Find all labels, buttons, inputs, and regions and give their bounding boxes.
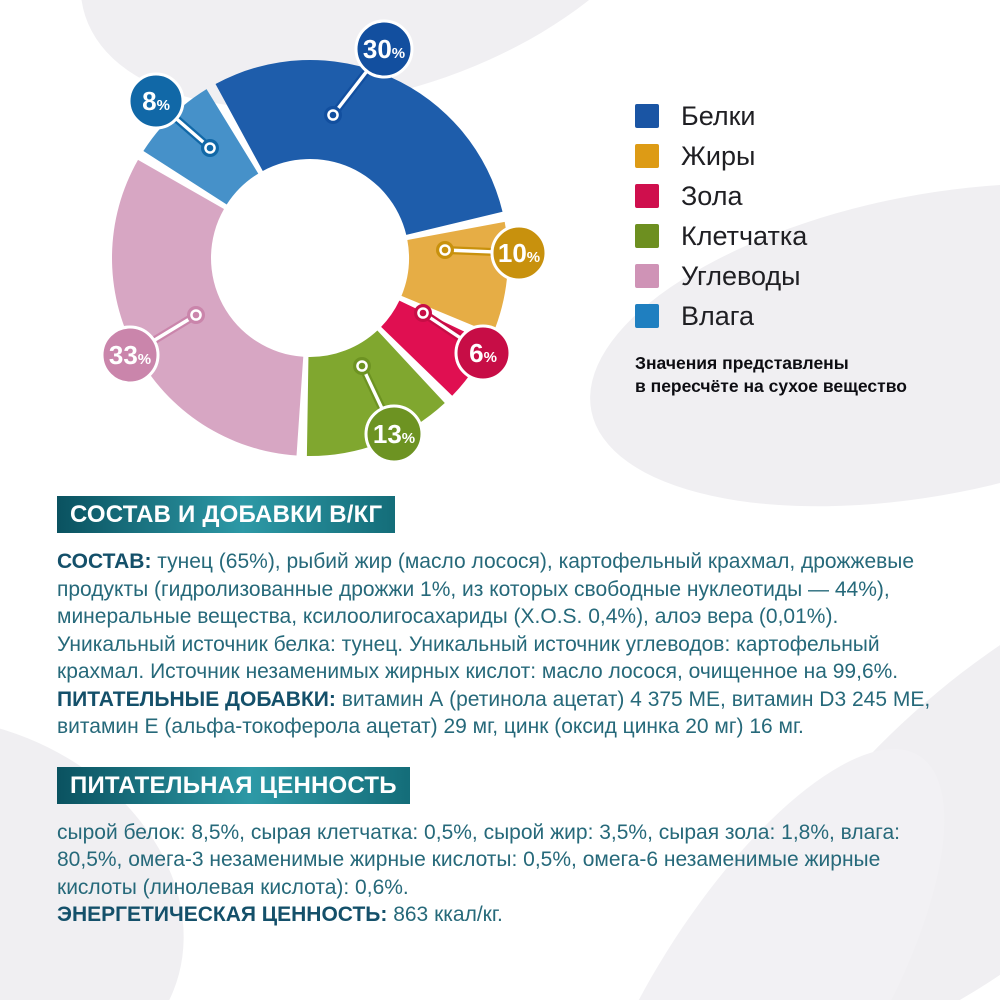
legend-swatch-proteins	[635, 104, 659, 128]
legend-swatch-ash	[635, 184, 659, 208]
section-2-paragraph-2: ЭНЕРГЕТИЧЕСКАЯ ЦЕННОСТЬ: 863 ккал/кг.	[57, 903, 503, 926]
legend-item-moisture: Влага	[635, 296, 907, 336]
note-line-2: в пересчёте на сухое вещество	[635, 376, 907, 396]
callout-ring-dot-moisture	[206, 144, 214, 152]
value-badge-label-carbohydrates: 33%	[109, 340, 151, 370]
chart-legend: Белки Жиры Зола Клетчатка Углеводы Влага Знач…	[635, 96, 907, 398]
donut-slice-proteins	[215, 60, 503, 235]
legend-item-carbohydrates: Углеводы	[635, 256, 907, 296]
legend-label-ash: Зола	[681, 180, 743, 211]
legend-label-fiber: Клетчатка	[681, 220, 808, 251]
dry-matter-note: Значения представлены в пересчёте на сух…	[635, 352, 907, 398]
callout-ring-dot-fats	[441, 246, 449, 254]
info-section-2: ПИТАТЕЛЬНАЯ ЦЕННОСТЬ сырой белок: 8,5%, с…	[57, 766, 950, 929]
legend-item-ash: Зола	[635, 176, 907, 216]
legend-label-fats: Жиры	[681, 140, 756, 171]
section-1-paragraph-2: ПИТАТЕЛЬНЫЕ ДОБАВКИ: витамин А (ретинола…	[57, 687, 931, 739]
note-line-1: Значения представлены	[635, 353, 849, 373]
legend-label-carbohydrates: Углеводы	[681, 260, 801, 291]
section-2-paragraph-1: сырой белок: 8,5%, сырая клетчатка: 0,5%…	[57, 820, 900, 899]
legend-swatch-fats	[635, 144, 659, 168]
legend-swatch-fiber	[635, 224, 659, 248]
callout-ring-dot-proteins	[329, 111, 337, 119]
donut-slice-carbohydrates	[111, 159, 304, 456]
section-header-2: ПИТАТЕЛЬНАЯ ЦЕННОСТЬ	[57, 766, 410, 804]
section-header-1: СОСТАВ И ДОБАВКИ В/КГ	[57, 496, 396, 533]
nutrient-donut-chart: 30% 10% 6% 13% 33% 8%	[100, 19, 548, 464]
paragraph-lead: СОСТАВ:	[57, 550, 158, 573]
value-badge-fiber	[364, 404, 424, 464]
value-badge-label-fats: 10%	[498, 238, 540, 268]
info-sections: СОСТАВ И ДОБАВКИ В/КГ СОСТАВ: тунец (65%)…	[57, 496, 950, 929]
callout-ring-dot-carbohydrates	[192, 311, 200, 319]
value-badge-moisture	[127, 72, 185, 130]
legend-swatch-carbohydrates	[635, 264, 659, 288]
value-badge-proteins	[354, 19, 414, 79]
legend-item-proteins: Белки	[635, 96, 907, 136]
value-badge-fats	[490, 224, 548, 282]
paragraph-lead: ПИТАТЕЛЬНЫЕ ДОБАВКИ:	[57, 687, 342, 711]
value-badge-label-moisture: 8%	[142, 86, 170, 116]
info-section-1: СОСТАВ И ДОБАВКИ В/КГ СОСТАВ: тунец (65%)…	[57, 496, 950, 741]
callout-ring-dot-ash	[419, 309, 427, 317]
section-1-paragraph-1: СОСТАВ: тунец (65%), рыбий жир (масло ло…	[57, 550, 915, 683]
value-badge-label-proteins: 30%	[363, 34, 405, 64]
callout-ring-dot-fiber	[358, 362, 366, 370]
legend-label-proteins: Белки	[681, 100, 756, 131]
value-badge-label-fiber: 13%	[373, 419, 415, 449]
legend-item-fats: Жиры	[635, 136, 907, 176]
value-badge-carbohydrates	[100, 325, 160, 385]
value-badge-ash	[454, 324, 512, 382]
legend-items: Белки Жиры Зола Клетчатка Углеводы Влага	[635, 96, 907, 336]
legend-item-fiber: Клетчатка	[635, 216, 907, 256]
legend-label-moisture: Влага	[681, 300, 755, 331]
legend-swatch-moisture	[635, 304, 659, 328]
value-badge-label-ash: 6%	[469, 338, 497, 368]
paragraph-lead: ЭНЕРГЕТИЧЕСКАЯ ЦЕННОСТЬ:	[57, 903, 394, 926]
